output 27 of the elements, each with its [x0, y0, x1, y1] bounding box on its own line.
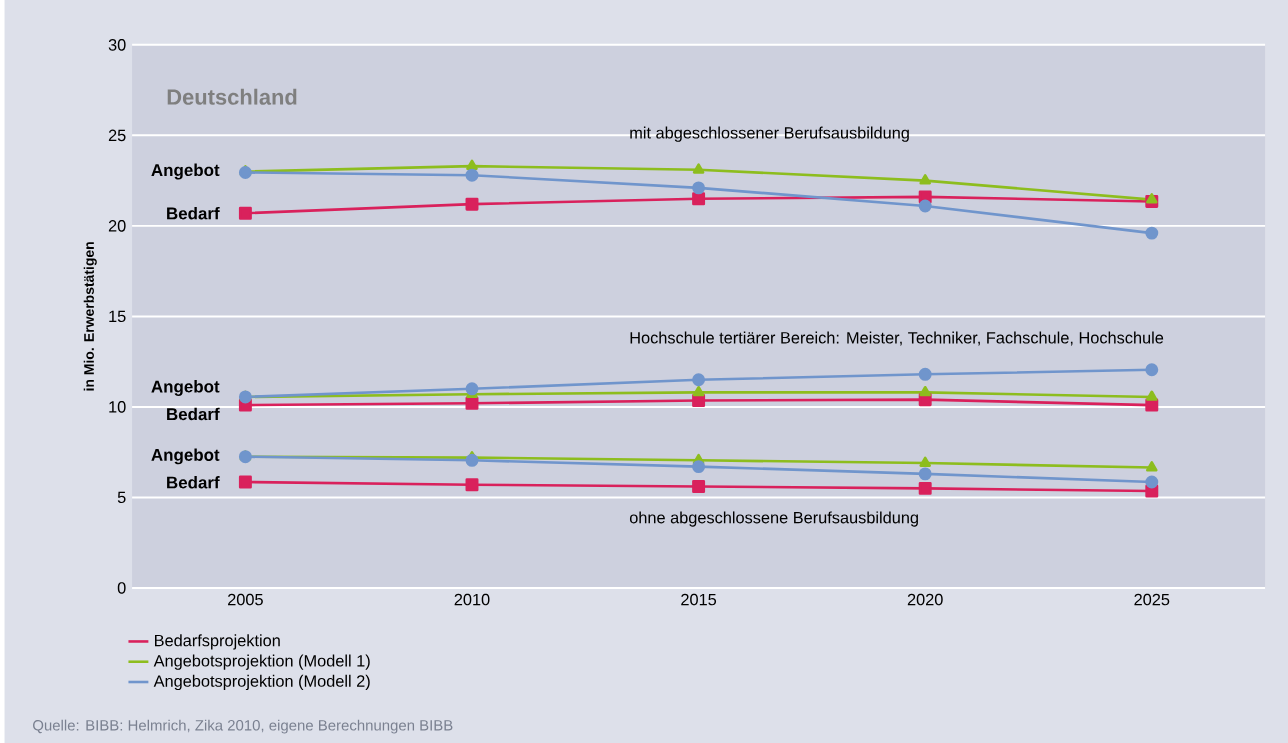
- y-tick-label: 15: [109, 310, 126, 322]
- y-tick-label: 25: [108, 129, 126, 141]
- legend-label: Bedarfsprojektion: [155, 634, 280, 650]
- x-tick-label: 2020: [907, 593, 943, 606]
- annotation: Angebot: [151, 379, 220, 396]
- y-tick-label: 20: [108, 219, 126, 232]
- y-tick-label: 10: [109, 400, 126, 413]
- annotation: Angebot: [151, 163, 220, 180]
- annotation: Angebot: [151, 448, 220, 465]
- source-note: Quelle: BIBB: Helmrich, Zika 2010, eigene Berechnungen BIBB: [33, 719, 453, 734]
- legend-label: Angebotsprojektion (Modell 2): [153, 674, 370, 690]
- text: Deutschland: [167, 88, 297, 105]
- annotation: Bedarf: [167, 407, 220, 420]
- x-tick-label: 2005: [228, 593, 263, 606]
- x-tick-label: 2015: [681, 593, 717, 606]
- annotation: Bedarf: [167, 475, 220, 489]
- annotation: Hochschule tertiärer Bereich: Meister, Techniker, Fachschule, Hochschule: [630, 331, 1164, 346]
- annotation: mit abgeschlossener Berufsausbildung: [630, 126, 909, 142]
- y-tick-label: 30: [108, 38, 126, 51]
- x-tick-label: 2010: [454, 593, 490, 606]
- legend-label: Angebotsprojektion (Modell 1): [153, 654, 370, 670]
- annotation: ohne abgeschlossene Berufsausbildung: [629, 511, 918, 527]
- y-tick-label: 5: [117, 491, 126, 503]
- x-tick-label: 2025: [1134, 593, 1170, 606]
- y-axis-title: in Mio. Erwerbstätigen: [83, 242, 97, 391]
- y-tick-label: 0: [117, 581, 126, 594]
- annotation: Bedarf: [167, 206, 220, 220]
